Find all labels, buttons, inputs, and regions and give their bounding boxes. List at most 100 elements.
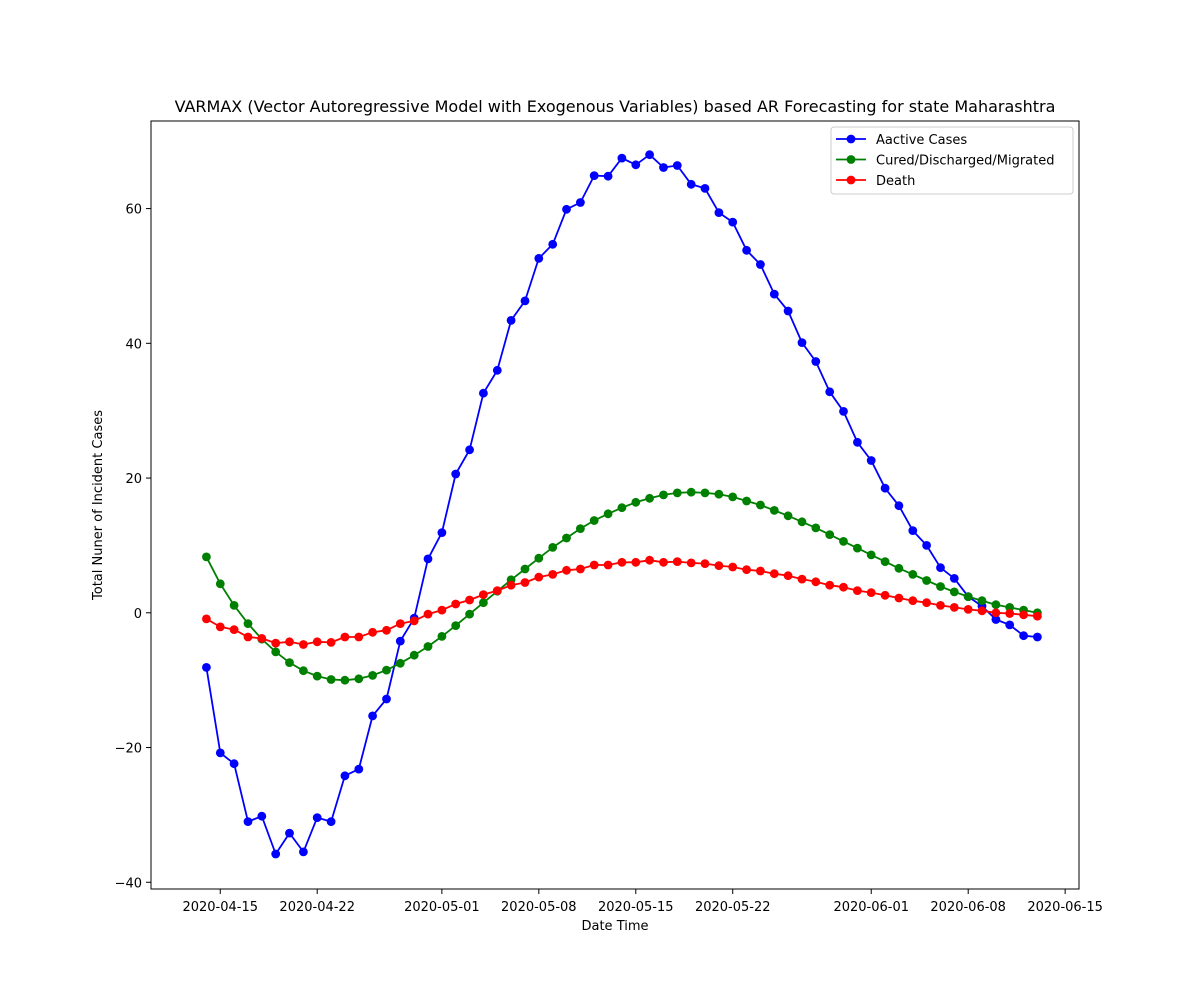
data-point (811, 577, 821, 587)
data-point (340, 632, 350, 642)
data-point (977, 596, 987, 606)
data-point (1019, 610, 1028, 620)
x-tick-label: 2020-05-22 (695, 900, 771, 915)
x-tick-label: 2020-06-01 (833, 900, 909, 915)
data-point (714, 561, 724, 570)
data-point (977, 606, 987, 616)
data-point (1005, 609, 1015, 618)
data-point (465, 595, 474, 605)
data-point (783, 571, 793, 581)
data-point (866, 456, 876, 465)
data-point (853, 543, 862, 553)
data-point (659, 557, 668, 567)
y-tick-label: 40 (125, 337, 142, 352)
data-point (853, 586, 862, 595)
data-point (686, 487, 696, 497)
x-axis: 2020-04-15 2020-04-22 2020-05-01 2020-05-08… (182, 889, 1103, 915)
data-point (1033, 632, 1042, 642)
data-point (825, 580, 835, 590)
data-point (382, 625, 391, 635)
data-point (645, 150, 654, 160)
data-point (479, 388, 488, 398)
x-tick-label: 2020-04-15 (182, 900, 258, 915)
data-point (603, 560, 613, 570)
data-point (285, 658, 294, 667)
data-point (215, 748, 225, 758)
legend-marker (846, 134, 856, 144)
data-point (506, 316, 516, 325)
data-point (728, 492, 738, 502)
data-point (285, 637, 294, 647)
data-point (728, 217, 738, 227)
data-point (1033, 611, 1042, 621)
data-point (742, 496, 751, 506)
data-point (534, 572, 544, 582)
data-point (562, 565, 571, 575)
data-point (908, 526, 918, 535)
data-point (243, 619, 253, 628)
data-point (949, 603, 959, 612)
data-point (756, 500, 765, 510)
data-point (853, 437, 862, 447)
data-point (631, 557, 641, 567)
data-point (229, 759, 239, 769)
data-point (769, 289, 779, 299)
data-point (215, 622, 225, 632)
data-point (686, 558, 696, 568)
data-point (825, 530, 835, 539)
data-point (825, 387, 835, 397)
data-point (936, 563, 945, 573)
data-point (797, 517, 807, 527)
data-point (520, 564, 530, 574)
x-tick-label: 2020-05-01 (404, 900, 480, 915)
data-point (797, 574, 807, 584)
data-point (894, 501, 904, 511)
x-tick-label: 2020-05-15 (598, 900, 674, 915)
data-point (659, 490, 668, 500)
data-point (506, 580, 516, 590)
data-point (229, 625, 239, 634)
data-point (922, 598, 931, 608)
data-point (589, 560, 599, 570)
data-point (479, 590, 488, 599)
data-point (354, 674, 364, 684)
data-point (409, 650, 419, 660)
x-tick-label: 2020-05-08 (501, 900, 577, 915)
data-point (908, 596, 918, 606)
legend-item: Cured/Discharged/Migrated (836, 154, 1055, 169)
data-point (576, 198, 585, 207)
legend-label: Cured/Discharged/Migrated (876, 154, 1055, 169)
data-point (672, 488, 682, 498)
data-point (769, 506, 779, 515)
data-point (866, 550, 876, 560)
x-tick-label: 2020-06-15 (1027, 900, 1103, 915)
data-point (437, 528, 447, 537)
data-point (617, 557, 627, 567)
data-point (465, 609, 474, 619)
data-point (534, 553, 544, 563)
data-point (285, 828, 294, 838)
legend-item: Death (836, 174, 915, 189)
data-point (548, 543, 558, 552)
data-point (811, 523, 821, 533)
data-point (520, 296, 530, 306)
data-point (908, 570, 918, 579)
data-point (866, 588, 876, 597)
y-tick-label: 60 (125, 203, 142, 218)
y-axis-title: Total Nuner of Incident Cases (91, 410, 106, 601)
data-point (922, 541, 931, 550)
data-point (257, 811, 267, 821)
data-point (354, 632, 364, 642)
data-point (312, 637, 322, 647)
data-point (202, 552, 211, 562)
data-point (949, 574, 959, 583)
data-point (257, 634, 267, 643)
data-point (479, 598, 488, 608)
data-point (326, 638, 336, 647)
y-tick-label: 0 (134, 607, 142, 622)
data-point (742, 565, 751, 575)
y-tick-label: 20 (125, 472, 142, 487)
data-point (783, 511, 793, 521)
data-point (603, 171, 613, 181)
data-point (922, 576, 931, 585)
